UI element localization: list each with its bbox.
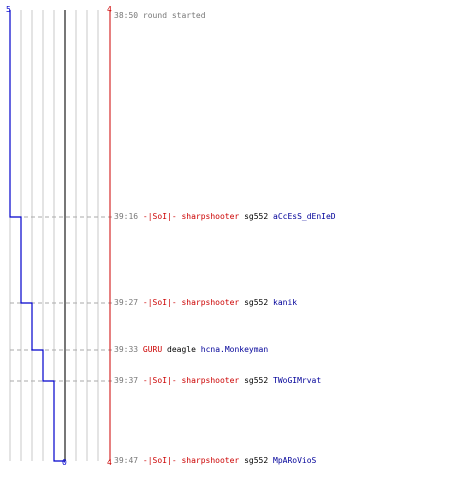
event-victim: TWoGIMrvat [273, 376, 322, 385]
event-killer: -|SoI|- sharpshooter [142, 298, 240, 307]
event-row-round-start: 38:50 round started [114, 11, 206, 21]
event-time: 38:50 [114, 11, 139, 20]
right-count-top: 4 [107, 5, 112, 14]
event-time: 39:33 [114, 345, 139, 354]
event-victim: aCcEsS_dEnIeD [273, 212, 336, 221]
start-count: 5 [6, 5, 11, 14]
event-weapon: sg552 [244, 212, 269, 221]
event-time: 39:27 [114, 298, 139, 307]
timeline-grid [9, 10, 99, 461]
event-weapon: sg552 [244, 376, 269, 385]
event-log: 38:50 round started 39:16 -|SoI|- sharps… [114, 0, 450, 500]
event-row: 39:27 -|SoI|- sharpshooter sg552 kanik [114, 298, 297, 308]
event-row: 39:16 -|SoI|- sharpshooter sg552 aCcEsS_… [114, 212, 336, 222]
kill-step-line [9, 10, 65, 462]
event-text: round started [142, 11, 206, 20]
event-killer: -|SoI|- sharpshooter [142, 212, 240, 221]
event-weapon: sg552 [244, 456, 269, 465]
event-dashes [10, 216, 112, 382]
event-victim: MpARoVioS [273, 456, 317, 465]
left-bottom-count: 0 [62, 458, 67, 467]
event-victim: hcna.Monkeyman [200, 345, 269, 354]
event-row: 39:37 -|SoI|- sharpshooter sg552 TWoGIMr… [114, 376, 321, 386]
event-time: 39:37 [114, 376, 139, 385]
event-killer: GURU [142, 345, 163, 354]
event-victim: kanik [273, 298, 298, 307]
event-weapon: sg552 [244, 298, 269, 307]
right-count-bottom: 4 [107, 458, 112, 467]
event-row: 39:47 -|SoI|- sharpshooter sg552 MpARoVi… [114, 456, 316, 466]
event-time: 39:47 [114, 456, 139, 465]
event-row: 39:33 GURU deagle hcna.Monkeyman [114, 345, 268, 355]
event-weapon: deagle [167, 345, 196, 354]
event-killer: -|SoI|- sharpshooter [142, 456, 240, 465]
event-time: 39:16 [114, 212, 139, 221]
event-killer: -|SoI|- sharpshooter [142, 376, 240, 385]
